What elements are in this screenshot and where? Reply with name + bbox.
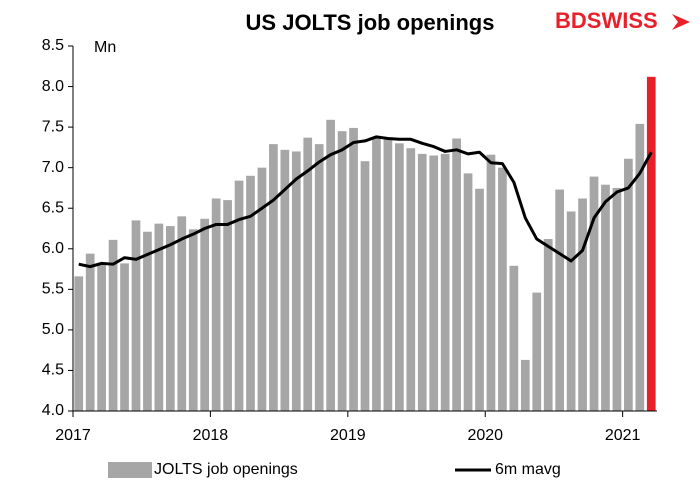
bar: [429, 155, 439, 411]
bar: [234, 180, 244, 411]
bar: [589, 176, 599, 411]
bar: [165, 226, 175, 411]
bar: [108, 239, 118, 411]
bar: [74, 276, 84, 411]
bar: [120, 263, 129, 411]
bar: [246, 175, 255, 411]
bar: [417, 153, 427, 411]
bar: [223, 200, 232, 411]
bar: [624, 158, 633, 411]
x-tick-label: 2018: [193, 427, 229, 444]
y-tick-label: 4.0: [42, 402, 64, 419]
y-tick-label: 7.5: [42, 118, 64, 135]
logo: BDSWISS: [555, 8, 658, 33]
x-tick-label: 2017: [55, 427, 91, 444]
bar: [314, 144, 324, 411]
legend-label: JOLTS job openings: [154, 461, 298, 478]
bar: [131, 220, 141, 411]
bar: [520, 359, 530, 411]
bar: [383, 137, 393, 411]
bar: [612, 187, 622, 411]
bar: [475, 188, 484, 411]
y-tick-label: 6.5: [42, 199, 64, 216]
x-tick-label: 2019: [330, 427, 366, 444]
bar: [395, 143, 404, 412]
bar: [635, 123, 645, 411]
bar: [200, 218, 210, 411]
bar: [498, 167, 507, 411]
bar: [566, 211, 576, 411]
bar: [85, 253, 95, 411]
y-tick-label: 5.0: [42, 321, 64, 338]
bar: [646, 76, 656, 412]
bar: [97, 263, 106, 411]
bar: [452, 138, 461, 411]
bar: [372, 136, 381, 411]
x-tick-label: 2020: [467, 427, 503, 444]
legend-swatch: [108, 462, 152, 478]
bar: [154, 223, 164, 411]
bar: [406, 148, 416, 411]
bar: [326, 119, 335, 412]
bar: [349, 127, 358, 411]
bar: [543, 239, 553, 411]
line: [78, 135, 653, 269]
y-tick-label: 8.0: [42, 78, 64, 95]
y-tick-label: 7.0: [42, 159, 64, 176]
bar: [440, 153, 450, 411]
logo-arrow: [672, 14, 690, 30]
bar: [291, 151, 301, 411]
y-tick-label: 4.5: [42, 362, 64, 379]
y-tick-label: 8.5: [42, 37, 64, 54]
bar: [257, 167, 267, 411]
bar: [532, 292, 542, 411]
bar: [555, 189, 565, 411]
bar: [269, 144, 278, 411]
bar: [360, 161, 370, 411]
bar: [486, 154, 496, 411]
bar: [337, 131, 347, 411]
bar: [509, 265, 519, 411]
legend-label: 6m mavg: [495, 461, 561, 478]
bar: [211, 198, 221, 411]
bar: [143, 231, 152, 411]
bar: [601, 184, 610, 411]
bar: [177, 216, 187, 411]
y-unit: Mn: [94, 39, 116, 56]
bar: [280, 149, 290, 412]
bar: [578, 198, 587, 411]
y-tick-label: 6.0: [42, 240, 64, 257]
bar: [188, 229, 198, 411]
bar: [463, 173, 473, 411]
x-tick-label: 2021: [605, 427, 641, 444]
y-tick-label: 5.5: [42, 281, 64, 298]
chart-title: US JOLTS job openings: [246, 10, 495, 35]
bar: [303, 137, 313, 411]
